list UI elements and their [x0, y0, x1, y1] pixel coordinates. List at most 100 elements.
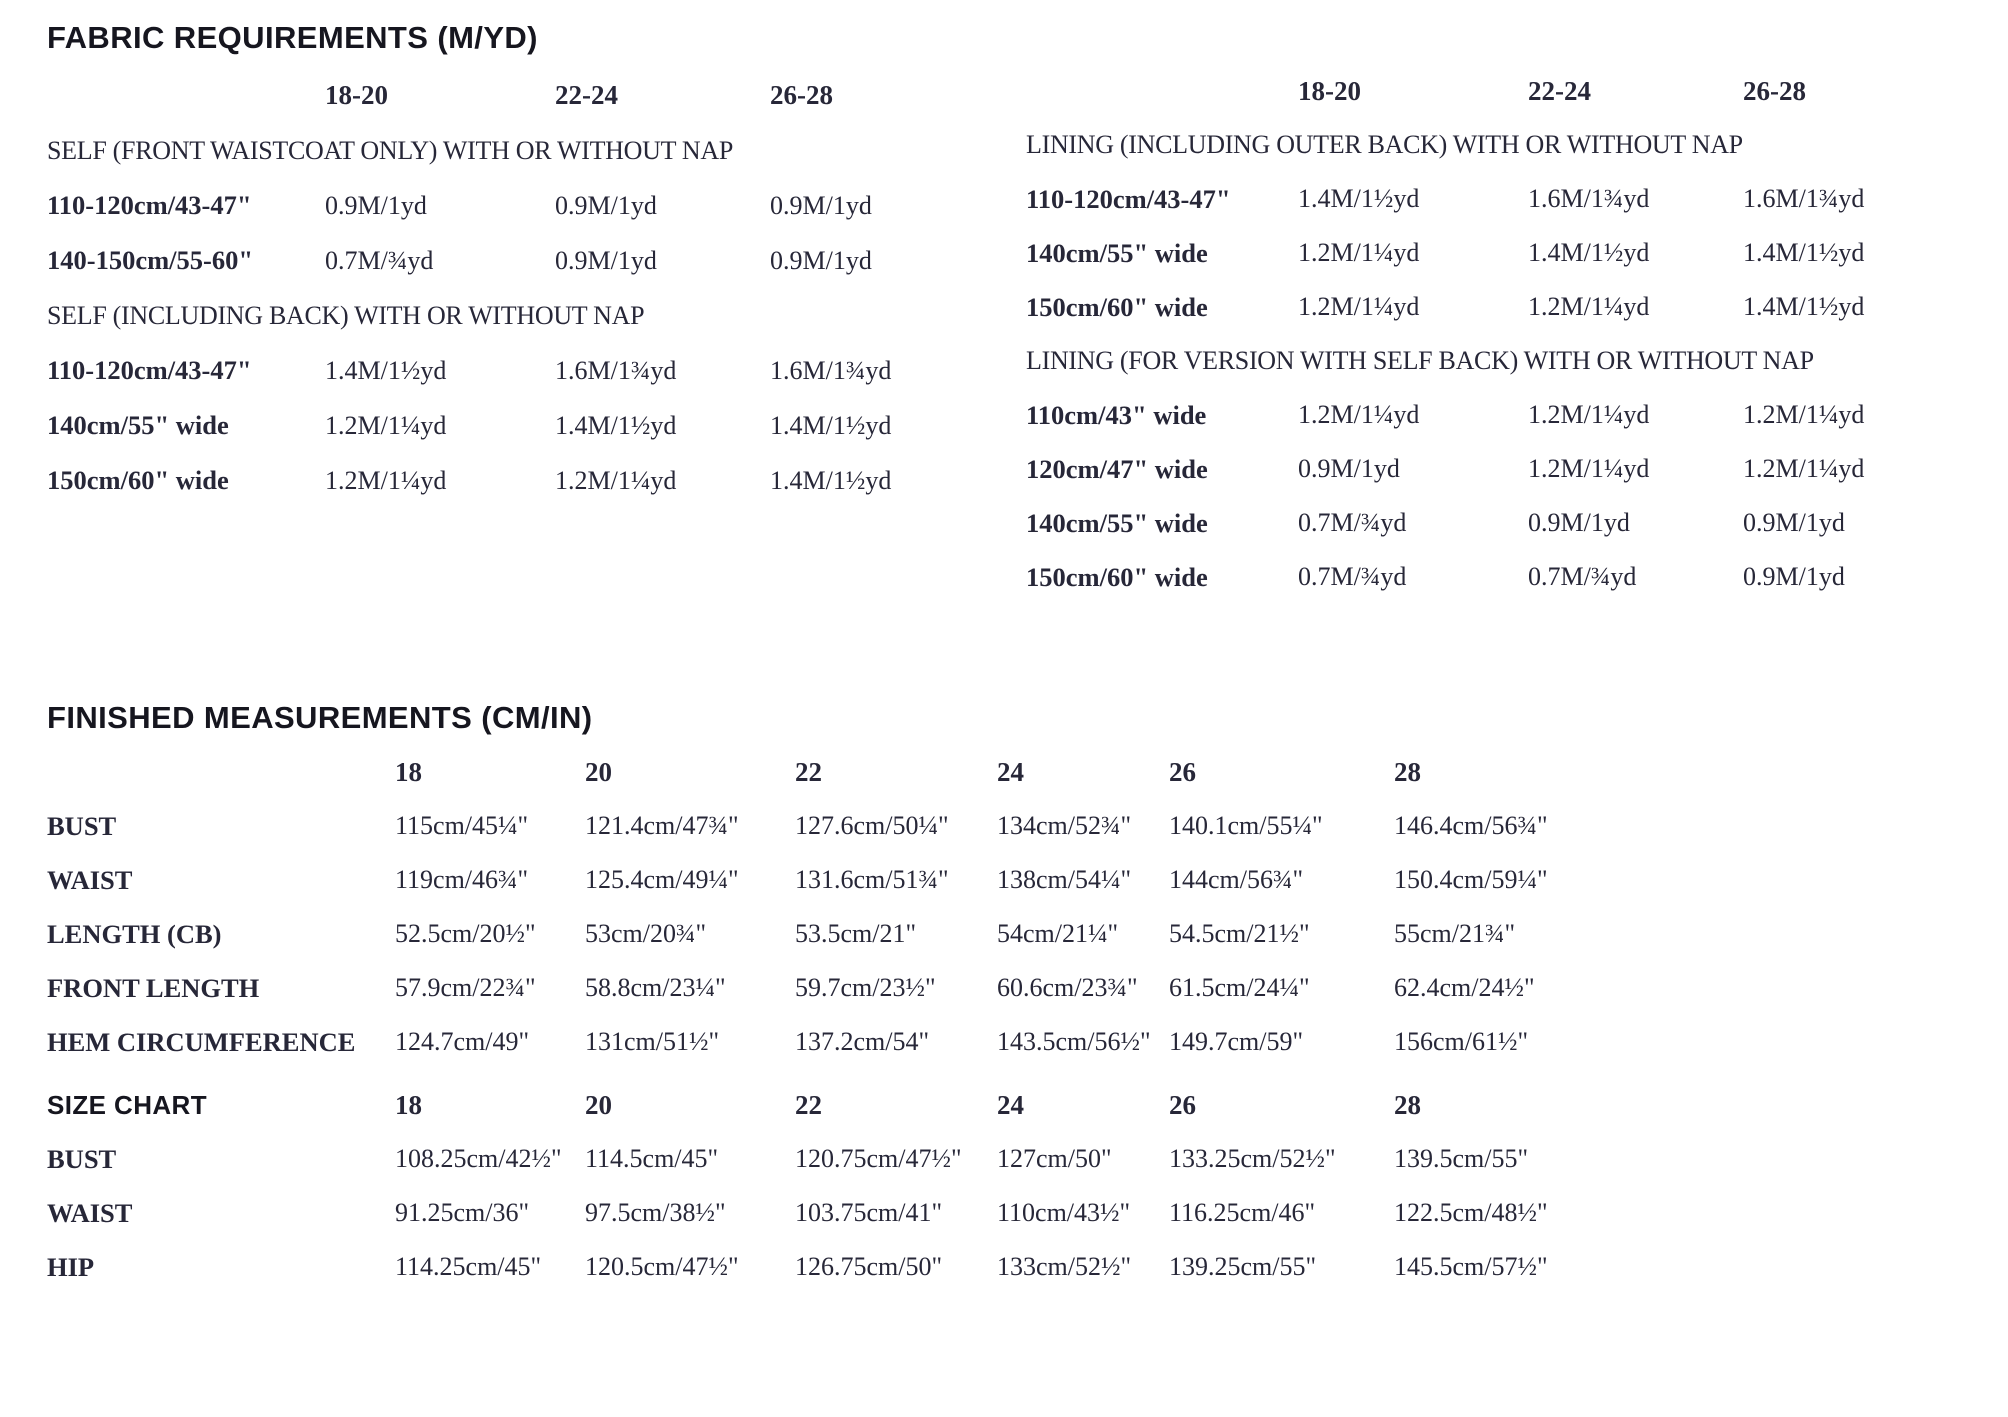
- value-cell: 1.2M/1¼yd: [1298, 292, 1420, 321]
- size-header: 20: [585, 756, 612, 787]
- table-row: FRONT LENGTH 57.9cm/22¾" 58.8cm/23¼" 59.…: [47, 961, 1634, 1015]
- value-cell: 54.5cm/21½": [1169, 919, 1310, 948]
- row-label: 140cm/55" wide: [1026, 507, 1208, 538]
- section-title: SELF (FRONT WAISTCOAT ONLY) WITH OR WITH…: [47, 135, 734, 165]
- size-header: 26-28: [1743, 75, 1806, 106]
- value-cell: 0.9M/1yd: [770, 245, 872, 275]
- value-cell: 134cm/52¾": [997, 811, 1132, 840]
- row-label: 150cm/60" wide: [1026, 561, 1208, 592]
- value-cell: 131cm/51½": [585, 1027, 720, 1056]
- row-label: 110cm/43" wide: [1026, 399, 1207, 430]
- value-cell: 1.2M/1¼yd: [1743, 454, 1865, 483]
- value-cell: 0.9M/1yd: [555, 245, 657, 275]
- value-cell: 156cm/61½": [1394, 1027, 1529, 1056]
- size-header-row: 18-20 22-24 26-28: [1026, 64, 1988, 118]
- size-header: 22: [795, 756, 822, 787]
- row-label: HIP: [47, 1251, 95, 1282]
- row-label: 140cm/55" wide: [1026, 237, 1208, 268]
- size-header: 22: [795, 1089, 822, 1120]
- row-label: 110-120cm/43-47": [1026, 183, 1231, 214]
- value-cell: 59.7cm/23½": [795, 973, 936, 1002]
- value-cell: 62.4cm/24½": [1394, 973, 1535, 1002]
- value-cell: 1.2M/1¼yd: [1528, 454, 1650, 483]
- value-cell: 110cm/43½": [997, 1198, 1131, 1227]
- table-row: 140cm/55" wide 0.7M/¾yd 0.9M/1yd 0.9M/1y…: [1026, 496, 1988, 550]
- value-cell: 1.2M/1¼yd: [1528, 292, 1650, 321]
- value-cell: 125.4cm/49¼": [585, 865, 739, 894]
- size-header: 22-24: [1528, 75, 1591, 106]
- value-cell: 108.25cm/42½": [395, 1144, 562, 1173]
- value-cell: 145.5cm/57½": [1394, 1252, 1548, 1281]
- value-cell: 127cm/50": [997, 1144, 1112, 1173]
- section-title: LINING (INCLUDING OUTER BACK) WITH OR WI…: [1026, 130, 1743, 159]
- value-cell: 0.7M/¾yd: [1528, 562, 1637, 591]
- size-header: 18: [395, 1089, 422, 1120]
- table-row: BUST 115cm/45¼" 121.4cm/47¾" 127.6cm/50¼…: [47, 799, 1634, 853]
- table-row: BUST 108.25cm/42½" 114.5cm/45" 120.75cm/…: [47, 1132, 1634, 1186]
- table-row: WAIST 91.25cm/36" 97.5cm/38½" 103.75cm/4…: [47, 1186, 1634, 1240]
- size-header: 28: [1394, 1089, 1421, 1120]
- table-row: 150cm/60" wide 1.2M/1¼yd 1.2M/1¼yd 1.4M/…: [47, 453, 1015, 508]
- value-cell: 0.9M/1yd: [555, 190, 657, 220]
- value-cell: 0.7M/¾yd: [1298, 508, 1407, 537]
- value-cell: 144cm/56¾": [1169, 865, 1304, 894]
- value-cell: 55cm/21¾": [1394, 919, 1516, 948]
- value-cell: 54cm/21¼": [997, 919, 1119, 948]
- size-header: 24: [997, 756, 1024, 787]
- row-label: WAIST: [47, 864, 133, 895]
- value-cell: 1.4M/1½yd: [1528, 238, 1650, 267]
- size-header: 18-20: [325, 80, 388, 110]
- value-cell: 114.5cm/45": [585, 1144, 719, 1173]
- value-cell: 53.5cm/21": [795, 919, 917, 948]
- value-cell: 143.5cm/56½": [997, 1027, 1151, 1056]
- row-label: 150cm/60" wide: [1026, 291, 1208, 322]
- value-cell: 0.9M/1yd: [770, 190, 872, 220]
- value-cell: 140.1cm/55¼": [1169, 811, 1323, 840]
- value-cell: 1.2M/1¼yd: [1298, 238, 1420, 267]
- table-row: 110-120cm/43-47" 0.9M/1yd 0.9M/1yd 0.9M/…: [47, 178, 1015, 233]
- size-header: 18-20: [1298, 75, 1361, 106]
- table-row: 110cm/43" wide 1.2M/1¼yd 1.2M/1¼yd 1.2M/…: [1026, 388, 1988, 442]
- size-chart-header-row: SIZE CHART 18 20 22 24 26 28: [47, 1078, 1634, 1132]
- value-cell: 0.7M/¾yd: [1298, 562, 1407, 591]
- row-label: LENGTH (CB): [47, 918, 222, 949]
- value-cell: 149.7cm/59": [1169, 1027, 1304, 1056]
- finished-measurements-table: 18 20 22 24 26 28 BUST 115cm/45¼" 121.4c…: [47, 745, 1634, 1069]
- value-cell: 124.7cm/49": [395, 1027, 530, 1056]
- value-cell: 97.5cm/38½": [585, 1198, 726, 1227]
- value-cell: 1.2M/1¼yd: [1298, 400, 1420, 429]
- value-cell: 0.9M/1yd: [325, 190, 427, 220]
- value-cell: 115cm/45¼": [395, 811, 529, 840]
- value-cell: 120.75cm/47½": [795, 1144, 962, 1173]
- table-row: LENGTH (CB) 52.5cm/20½" 53cm/20¾" 53.5cm…: [47, 907, 1634, 961]
- size-chart-table: SIZE CHART 18 20 22 24 26 28 BUST 108.25…: [47, 1078, 1634, 1294]
- value-cell: 0.9M/1yd: [1528, 508, 1630, 537]
- size-header: 22-24: [555, 80, 618, 110]
- table-row: 140-150cm/55-60" 0.7M/¾yd 0.9M/1yd 0.9M/…: [47, 233, 1015, 288]
- value-cell: 1.2M/1¼yd: [555, 465, 677, 495]
- row-label: WAIST: [47, 1197, 133, 1228]
- size-header: 26-28: [770, 80, 833, 110]
- value-cell: 139.5cm/55": [1394, 1144, 1529, 1173]
- table-row: 140cm/55" wide 1.2M/1¼yd 1.4M/1½yd 1.4M/…: [1026, 226, 1988, 280]
- table-row: HEM CIRCUMFERENCE 124.7cm/49" 131cm/51½"…: [47, 1015, 1634, 1069]
- value-cell: 1.2M/1¼yd: [1743, 400, 1865, 429]
- value-cell: 1.2M/1¼yd: [1528, 400, 1650, 429]
- value-cell: 53cm/20¾": [585, 919, 707, 948]
- value-cell: 1.4M/1½yd: [770, 410, 892, 440]
- value-cell: 1.4M/1½yd: [325, 355, 447, 385]
- row-label: 110-120cm/43-47": [47, 355, 252, 385]
- value-cell: 138cm/54¼": [997, 865, 1132, 894]
- table-row: 150cm/60" wide 1.2M/1¼yd 1.2M/1¼yd 1.4M/…: [1026, 280, 1988, 334]
- size-header: 24: [997, 1089, 1024, 1120]
- size-header: 18: [395, 756, 422, 787]
- value-cell: 0.9M/1yd: [1743, 508, 1845, 537]
- value-cell: 131.6cm/51¾": [795, 865, 949, 894]
- value-cell: 58.8cm/23¼": [585, 973, 726, 1002]
- value-cell: 1.4M/1½yd: [1298, 184, 1420, 213]
- value-cell: 139.25cm/55": [1169, 1252, 1317, 1281]
- value-cell: 1.4M/1½yd: [1743, 292, 1865, 321]
- value-cell: 150.4cm/59¼": [1394, 865, 1548, 894]
- row-label: 120cm/47" wide: [1026, 453, 1208, 484]
